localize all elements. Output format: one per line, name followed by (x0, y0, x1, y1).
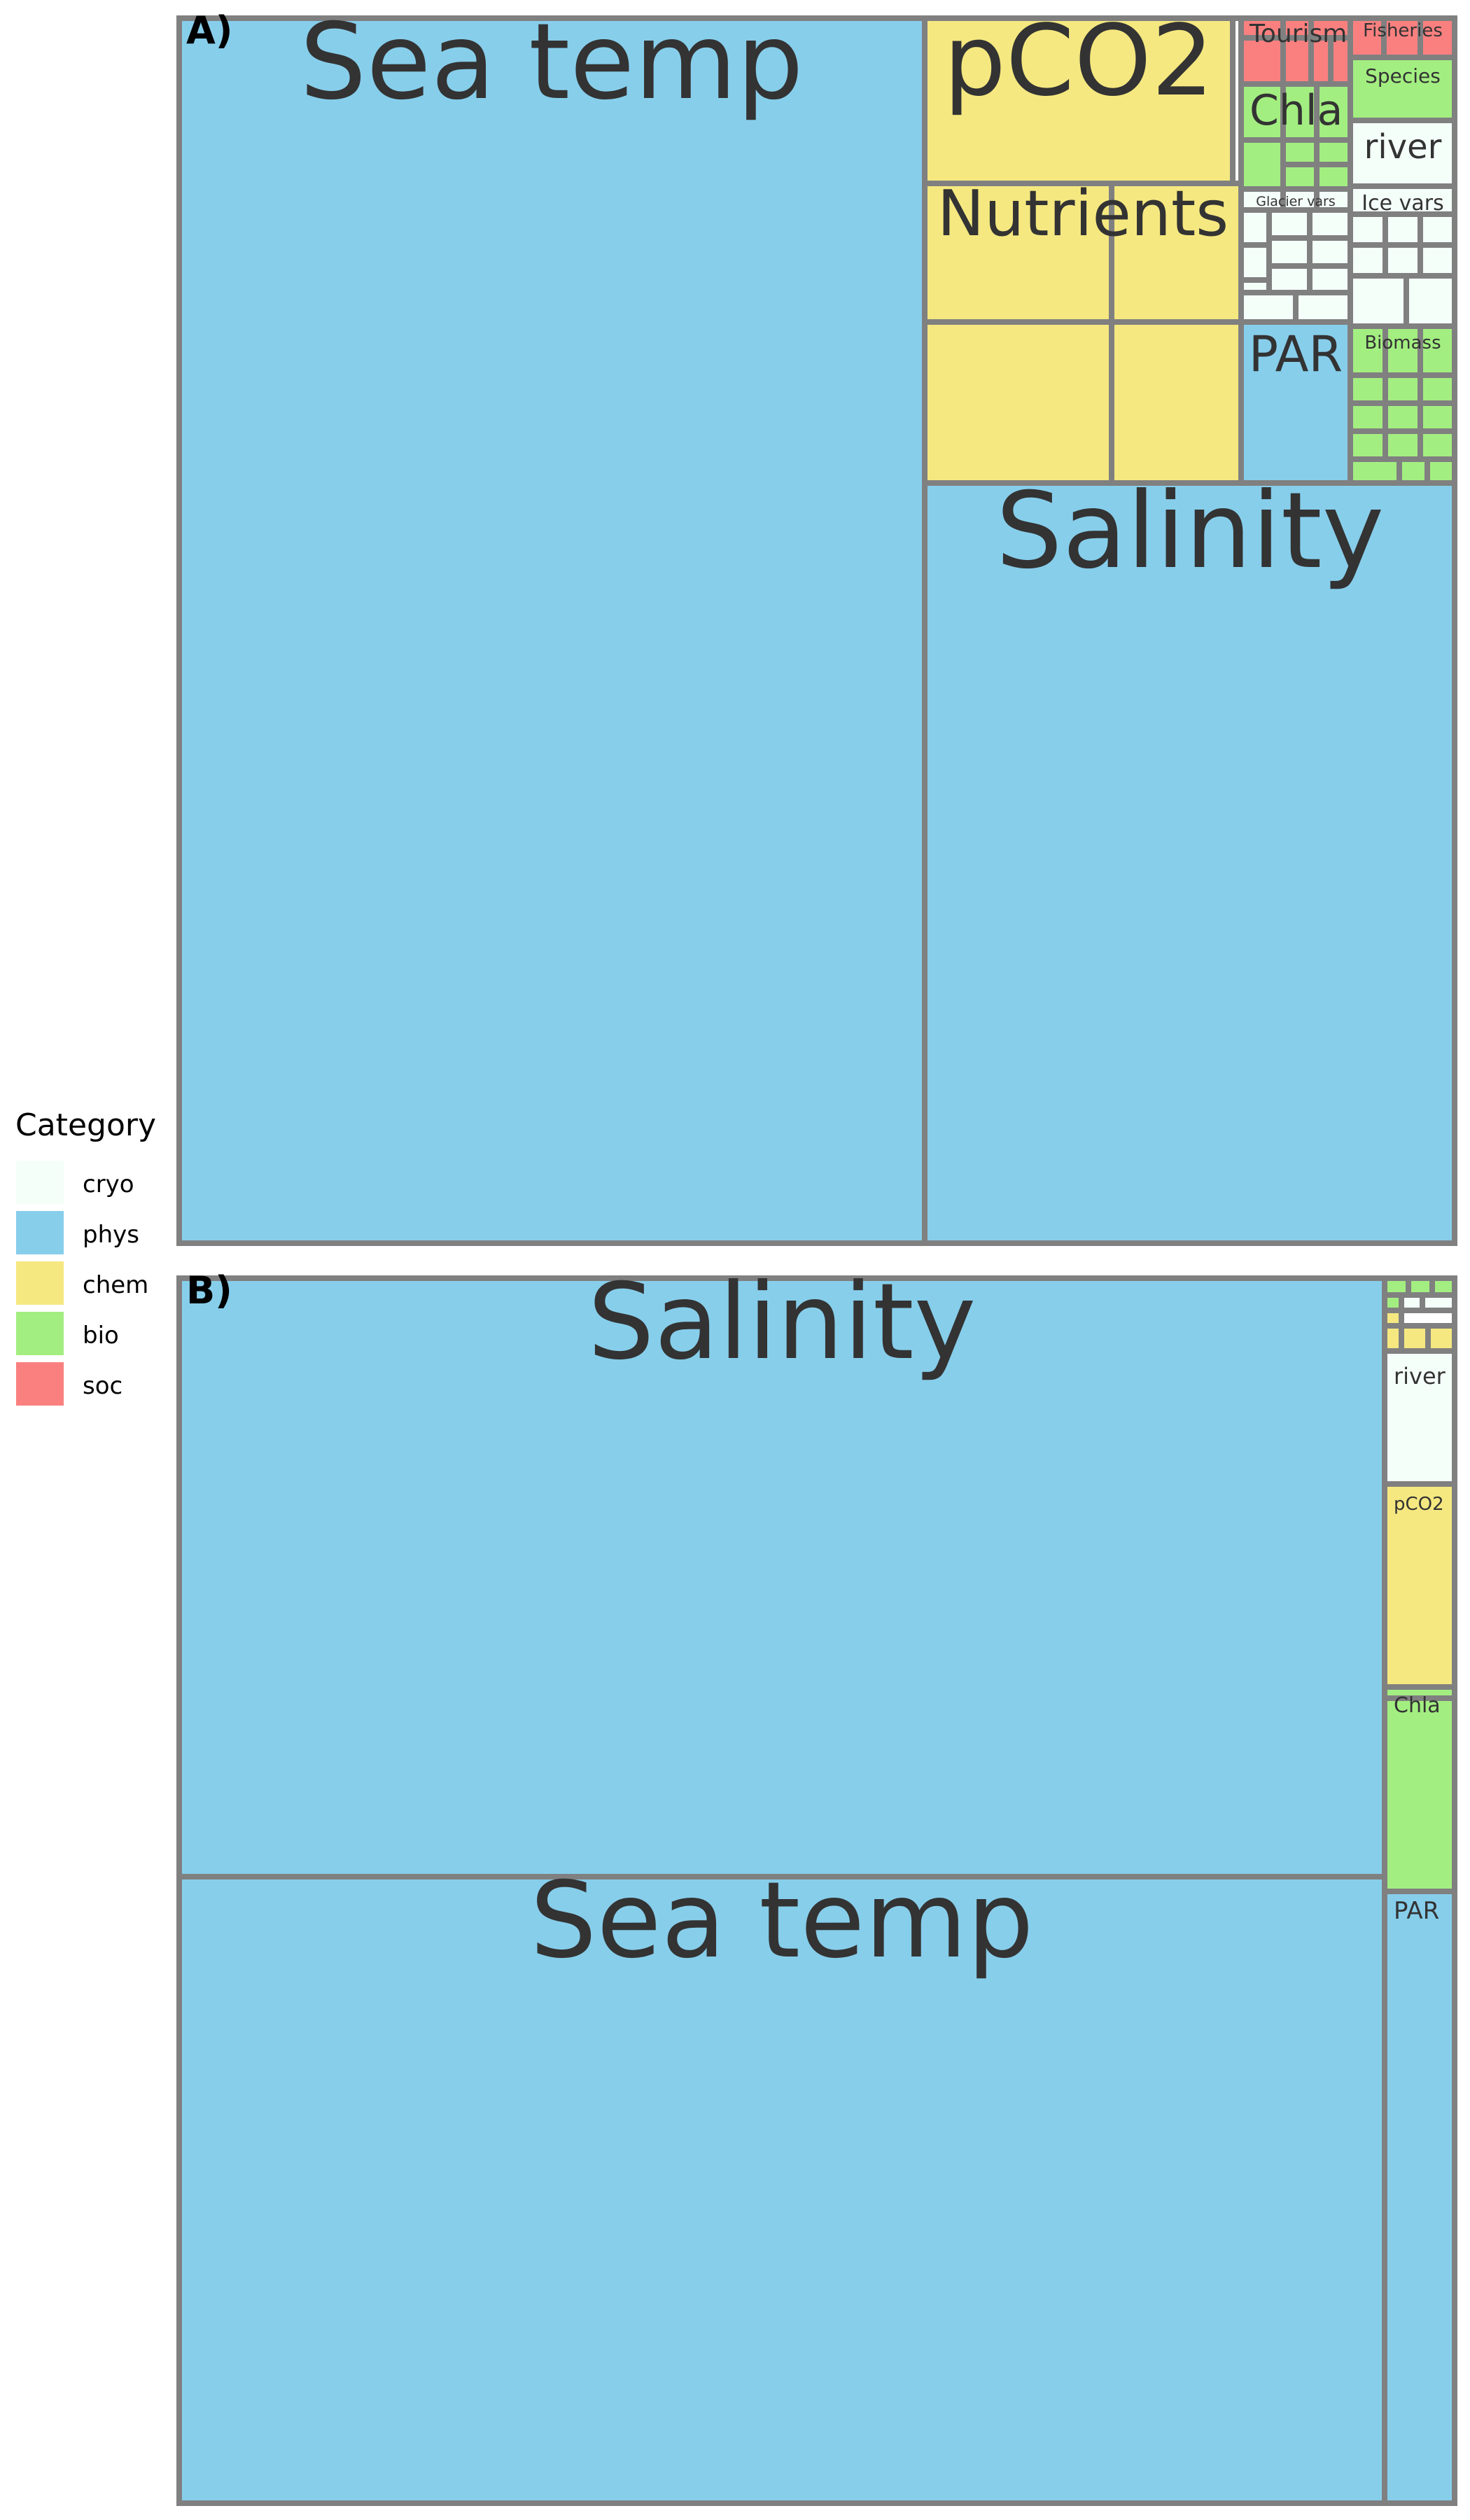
legend-swatch-phys (15, 1210, 65, 1256)
legend-swatch-bio (15, 1310, 65, 1357)
panel-a-tile-64 (1396, 456, 1430, 486)
panel-a-tile-56 (1418, 372, 1457, 406)
panel-a-treemap: Sea temp Salinity pCO2 Nutrients PAR Tourism F… (176, 1, 1457, 1246)
panel-a-tile-55 (1382, 372, 1423, 406)
panel-a-label-river: river (1364, 127, 1442, 167)
panel-a-tile-26 (1280, 162, 1320, 192)
panel-a-tile-47 (1382, 242, 1423, 279)
panel-a-tile-41 (1293, 290, 1353, 325)
panel-a-tile-60 (1348, 428, 1388, 462)
panel-a-tile-46 (1348, 242, 1388, 279)
panel-a-label-ice-vars: Ice vars (1362, 191, 1443, 216)
panel-b-label-salinity: Salinity (588, 1261, 976, 1383)
panel-b-tile-16 (1382, 1889, 1457, 2506)
panel-a-tile-61 (1382, 428, 1423, 462)
legend-label-phys: phys (83, 1221, 139, 1249)
legend-swatch-chem (15, 1260, 65, 1306)
panel-a-tile-49 (1348, 273, 1409, 329)
panel-a-label-par: PAR (1249, 326, 1343, 383)
panel-b-label-sea-temp: Sea temp (530, 1860, 1034, 1982)
panel-a-label-fisheries: Fisheries (1363, 20, 1443, 41)
panel-a-tile-32 (1266, 207, 1312, 241)
panel-a-label-nutrients: Nutrients (937, 177, 1228, 251)
panel-a-label-sea-temp: Sea temp (300, 1, 804, 123)
panel-a-tile-39 (1307, 263, 1353, 295)
panel-a-tile-62 (1418, 428, 1457, 462)
legend-swatch-soc (15, 1361, 65, 1407)
panel-a-frame (176, 15, 1457, 1246)
panel-a-panel-label: A) (186, 8, 232, 52)
legend-title: Category (15, 1107, 156, 1143)
panel-b-frame (176, 1275, 1457, 2506)
panel-a-label-salinity: Salinity (996, 470, 1385, 592)
panel-a-tile-33 (1307, 207, 1353, 241)
panel-a-tile-2 (922, 15, 1236, 186)
panel-a-tile-45 (1418, 211, 1457, 248)
panel-a-tile-58 (1382, 400, 1423, 434)
panel-a-tile-54 (1348, 372, 1388, 406)
panel-a-tile-20 (1238, 81, 1286, 143)
panel-a-tile-63 (1348, 456, 1402, 486)
panel-a-tile-6 (1109, 319, 1244, 486)
panel-b-treemap: Salinity Sea temp river pCO2 Chla PAR B) (176, 1261, 1457, 2506)
legend-label-chem: chem (83, 1271, 148, 1299)
panel-a-tile-38 (1266, 263, 1312, 295)
panel-a-tile-57 (1348, 400, 1388, 434)
panel-a-tile-50 (1404, 273, 1457, 329)
panel-a-tile-36 (1307, 235, 1353, 269)
panel-a-tile-5 (922, 319, 1114, 486)
panel-b-tile-1 (176, 1874, 1387, 2506)
legend-label-bio: bio (83, 1322, 119, 1350)
panel-a-tile-0 (176, 15, 927, 1246)
panel-b-tile-7 (1399, 1292, 1425, 1313)
panel-b-label-par: PAR (1394, 1897, 1439, 1925)
panel-b-tile-0 (176, 1275, 1387, 1879)
panel-b-tile-11 (1425, 1323, 1457, 1354)
panel-a-tile-31 (1238, 207, 1272, 248)
panel-b-tile-8 (1420, 1292, 1457, 1313)
panel-a-tile-34 (1238, 242, 1272, 283)
panel-b-panel-label: B) (186, 1268, 232, 1312)
panel-a-label-chla: Chla (1250, 86, 1343, 135)
panel-a-tile-48 (1418, 242, 1457, 279)
panel-a-label-species: Species (1365, 64, 1441, 88)
panel-a-tile-27 (1314, 162, 1353, 192)
panel-a-tile-1 (922, 480, 1457, 1246)
panel-a-label-tourism: Tourism (1249, 20, 1347, 48)
legend-swatch-cryo (15, 1159, 65, 1205)
panel-a-label-biomass: Biomass (1364, 332, 1441, 354)
panel-a-tile-40 (1238, 290, 1298, 325)
legend-label-soc: soc (83, 1372, 122, 1400)
panel-a-tile-59 (1418, 400, 1457, 434)
panel-b-label-river: river (1394, 1363, 1446, 1390)
panel-a-tile-44 (1382, 211, 1423, 248)
panel-a-tile-23 (1238, 137, 1286, 192)
panel-a-tile-24 (1280, 137, 1320, 167)
panel-a-tile-25 (1314, 137, 1353, 167)
panel-b-tile-15 (1382, 1695, 1457, 1894)
panel-a-label-pco2: pCO2 (944, 4, 1214, 118)
panel-a-tile-35 (1266, 235, 1312, 269)
panel-b-label-chla: Chla (1394, 1693, 1441, 1718)
panel-b-label-pco2: pCO2 (1394, 1494, 1444, 1515)
panel-a-tile-65 (1424, 456, 1457, 486)
legend-label-cryo: cryo (83, 1170, 134, 1198)
panel-a-tile-11 (1238, 35, 1286, 87)
panel-b-tile-10 (1399, 1323, 1431, 1354)
panel-a-tile-43 (1348, 211, 1388, 248)
category-legend: Category cryo phys chem bio soc (15, 1107, 156, 1407)
panel-a-label-glacier-vars: Glacier vars (1256, 194, 1336, 209)
